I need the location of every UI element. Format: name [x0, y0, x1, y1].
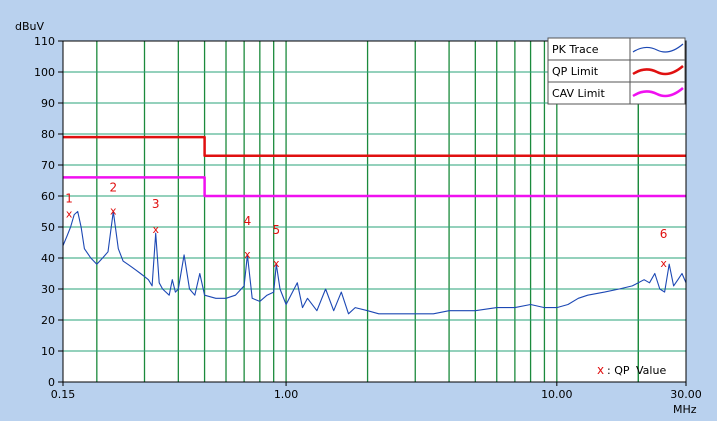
pk-trace-line: [62, 210, 687, 315]
y-tick-label: 10: [41, 345, 55, 358]
plot-border: [62, 40, 687, 383]
legend-cav-limit: CAV Limit: [552, 87, 605, 100]
marker-label: 1: [65, 192, 73, 206]
legend-pk-trace: PK Trace: [552, 43, 599, 56]
qp-marker-x: x: [660, 257, 667, 270]
x-tick-label: 0.15: [51, 388, 76, 401]
x-axis: 0.15 1.00 10.00 30.00: [51, 382, 702, 401]
qp-marker-x: x: [66, 208, 73, 221]
legend-pk-swatch: [632, 43, 684, 53]
legend: PK Trace QP Limit CAV Limit: [547, 37, 686, 105]
legend-box: [547, 37, 686, 105]
y-tick-label: 60: [41, 190, 55, 203]
y-tick-label: 50: [41, 221, 55, 234]
qp-value-legend: x : QP Value: [597, 363, 666, 377]
marker-label: 5: [272, 223, 280, 237]
cav-limit-line: [63, 176, 686, 198]
legend-qp-limit: QP Limit: [552, 65, 599, 78]
marker-label: 3: [152, 197, 160, 211]
y-tick-label: 90: [41, 97, 55, 110]
qp-marker-x: x: [244, 248, 251, 261]
legend-cav-swatch: [632, 87, 684, 98]
x-tick-label: 10.00: [541, 388, 573, 401]
qp-symbol: x: [597, 363, 604, 377]
x-axis-label: MHz: [673, 403, 697, 416]
y-tick-label: 70: [41, 159, 55, 172]
y-tick-label: 40: [41, 252, 55, 265]
qp-marker-x: x: [110, 205, 117, 218]
qp-value-label: Value: [636, 364, 666, 377]
y-axis-label: dBuV: [15, 20, 45, 33]
x-tick-label: 1.00: [274, 388, 299, 401]
marker-label: 2: [109, 181, 117, 195]
y-tick-label: 100: [34, 66, 55, 79]
x-tick-label: 30.00: [670, 388, 702, 401]
legend-qp-swatch: [632, 65, 684, 76]
y-tick-label: 30: [41, 283, 55, 296]
qp-marker-x: x: [273, 257, 280, 270]
qp-limit-line: [63, 135, 686, 157]
marker-label: 6: [660, 227, 668, 241]
vertical-grid: [96, 41, 639, 382]
y-tick-label: 20: [41, 314, 55, 327]
qp-marker-x: x: [152, 223, 159, 236]
qp-label: : QP: [607, 364, 630, 377]
series-layer: [62, 135, 687, 315]
y-axis: 0 10 20 30 40 50 60 70 80 90 100 110: [34, 35, 63, 389]
y-tick-label: 0: [48, 376, 55, 389]
marker-label: 4: [244, 214, 252, 228]
y-tick-label: 80: [41, 128, 55, 141]
marker-layer: x x x x x x 1 2 3 4 5 6: [65, 181, 667, 271]
y-tick-label: 110: [34, 35, 55, 48]
